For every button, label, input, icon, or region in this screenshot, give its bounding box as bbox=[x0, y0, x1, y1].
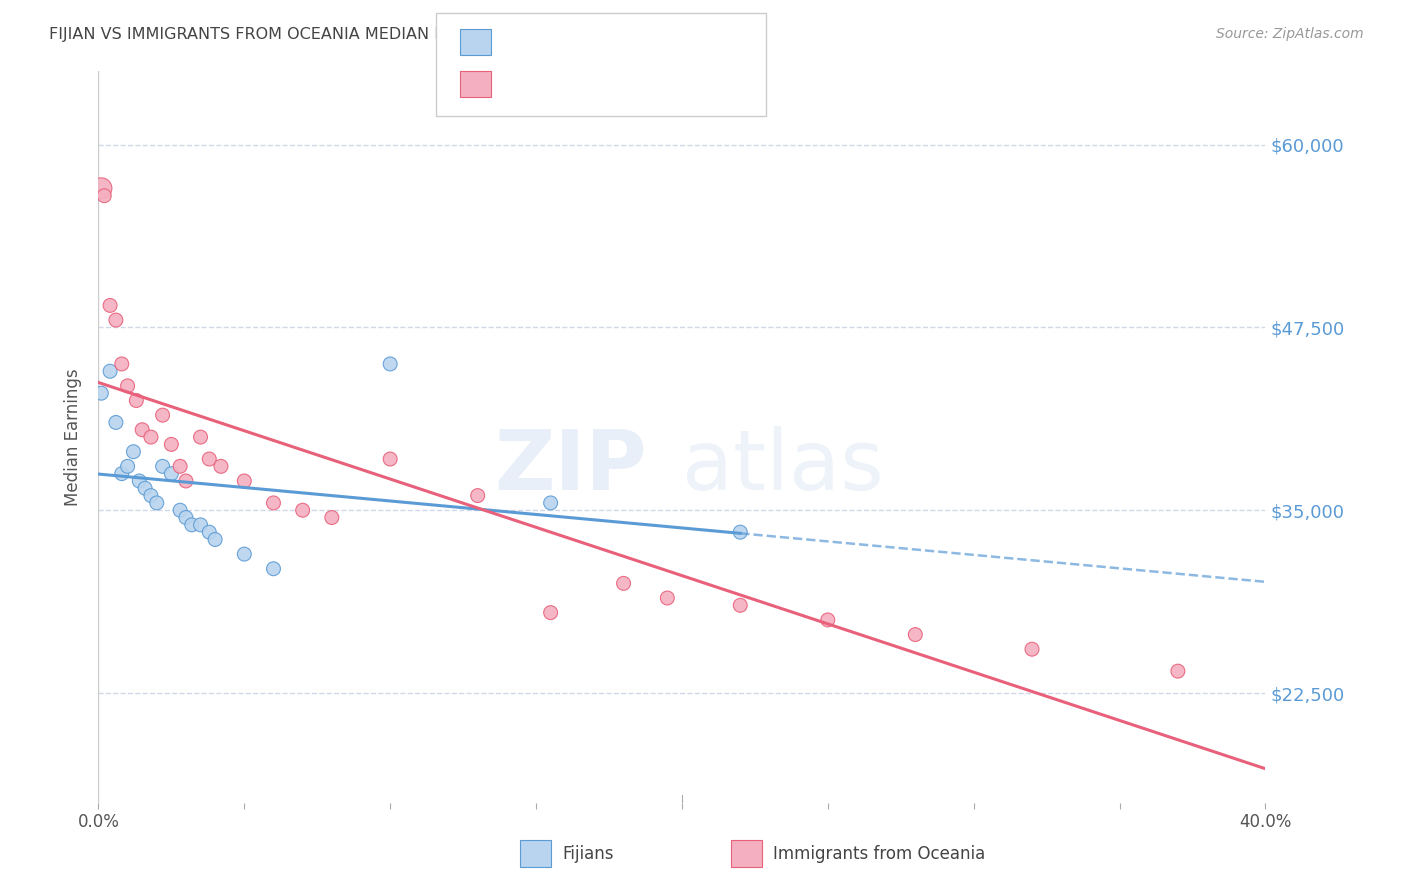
Point bbox=[104, 416, 127, 430]
Point bbox=[540, 606, 562, 620]
Point bbox=[1021, 642, 1043, 657]
Point bbox=[174, 474, 197, 488]
Point bbox=[111, 467, 134, 481]
Point bbox=[321, 510, 343, 524]
Text: -0.130: -0.130 bbox=[540, 33, 599, 51]
Point bbox=[98, 364, 121, 378]
Point bbox=[380, 357, 402, 371]
Text: N =: N = bbox=[600, 33, 648, 51]
Text: FIJIAN VS IMMIGRANTS FROM OCEANIA MEDIAN EARNINGS CORRELATION CHART: FIJIAN VS IMMIGRANTS FROM OCEANIA MEDIAN… bbox=[49, 27, 697, 42]
Point bbox=[540, 496, 562, 510]
Point bbox=[122, 444, 145, 458]
Point bbox=[1167, 664, 1189, 678]
Point bbox=[111, 357, 134, 371]
Text: Source: ZipAtlas.com: Source: ZipAtlas.com bbox=[1216, 27, 1364, 41]
Point bbox=[117, 379, 139, 393]
Text: R =: R = bbox=[505, 33, 541, 51]
Text: atlas: atlas bbox=[682, 425, 883, 507]
Point bbox=[90, 386, 112, 401]
Point bbox=[190, 517, 212, 532]
Point bbox=[146, 496, 169, 510]
Point bbox=[380, 452, 402, 467]
Point bbox=[291, 503, 314, 517]
Point bbox=[98, 298, 121, 312]
Text: Immigrants from Oceania: Immigrants from Oceania bbox=[773, 845, 986, 863]
Point bbox=[730, 599, 752, 613]
Point bbox=[904, 627, 927, 641]
Point bbox=[174, 510, 197, 524]
Point bbox=[204, 533, 226, 547]
Point bbox=[169, 503, 191, 517]
Point bbox=[93, 188, 115, 202]
Point bbox=[125, 393, 148, 408]
Point bbox=[139, 430, 162, 444]
Point bbox=[139, 489, 162, 503]
Point bbox=[160, 467, 183, 481]
Point bbox=[104, 313, 127, 327]
Text: R =: R = bbox=[505, 75, 541, 93]
Point bbox=[612, 576, 634, 591]
Point bbox=[131, 423, 153, 437]
Point bbox=[152, 459, 174, 474]
Text: 30: 30 bbox=[638, 75, 661, 93]
Text: N =: N = bbox=[600, 75, 648, 93]
Text: 23: 23 bbox=[638, 33, 662, 51]
Point bbox=[233, 474, 256, 488]
Point bbox=[198, 525, 221, 540]
Point bbox=[233, 547, 256, 561]
Point bbox=[117, 459, 139, 474]
Point bbox=[152, 408, 174, 422]
Text: -0.413: -0.413 bbox=[540, 75, 599, 93]
Text: ZIP: ZIP bbox=[495, 425, 647, 507]
Point bbox=[90, 181, 112, 195]
Point bbox=[262, 496, 284, 510]
Y-axis label: Median Earnings: Median Earnings bbox=[65, 368, 83, 506]
Point bbox=[180, 517, 202, 532]
Text: Fijians: Fijians bbox=[562, 845, 614, 863]
Point bbox=[169, 459, 191, 474]
Point bbox=[209, 459, 232, 474]
Point bbox=[730, 525, 752, 540]
Point bbox=[262, 562, 284, 576]
Point bbox=[198, 452, 221, 467]
Point bbox=[817, 613, 839, 627]
Point bbox=[467, 489, 489, 503]
Point bbox=[128, 474, 150, 488]
Point bbox=[134, 481, 156, 495]
Point bbox=[190, 430, 212, 444]
Point bbox=[160, 437, 183, 451]
Point bbox=[657, 591, 679, 605]
